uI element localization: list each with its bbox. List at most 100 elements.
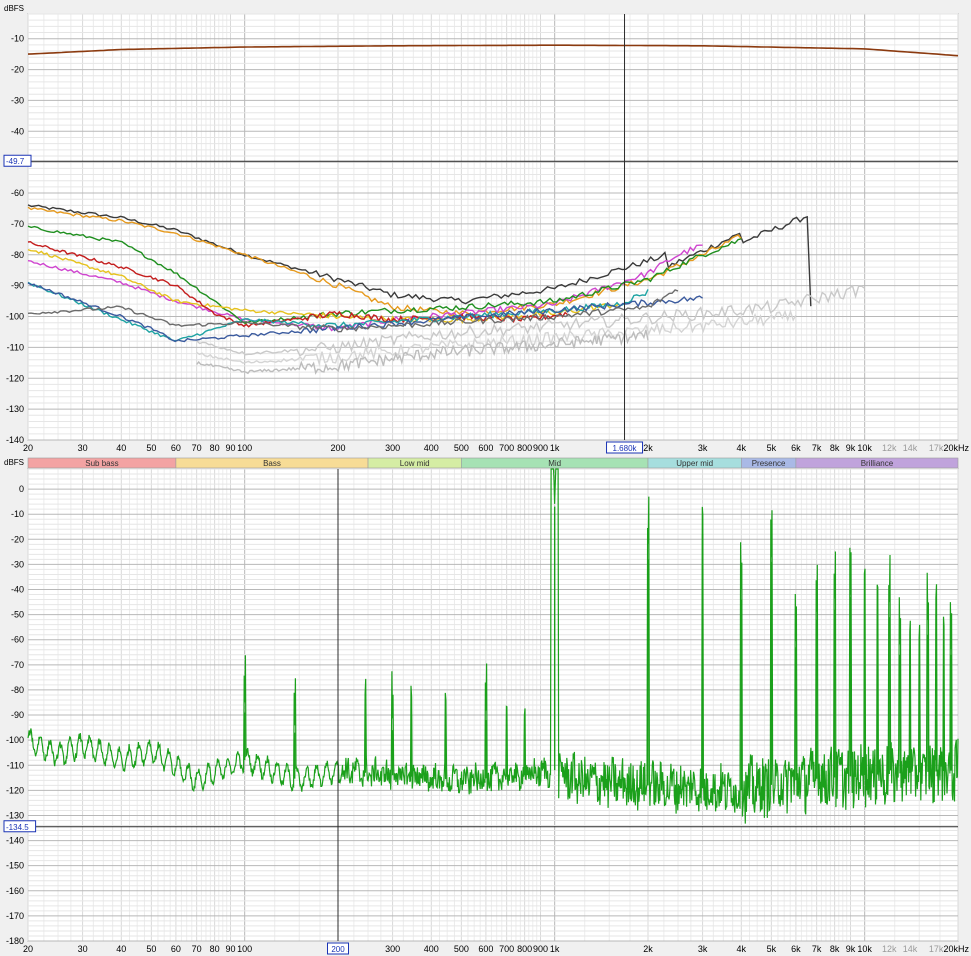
x-tick-label: 1k (550, 944, 560, 954)
x-tick-label: 600 (478, 443, 493, 453)
x-tick-label: 20 (23, 944, 33, 954)
x-tick-label: 2k (643, 944, 653, 954)
x-tick-label: 300 (385, 443, 400, 453)
x-tick-label: 7k (812, 944, 822, 954)
x-tick-label: 30 (78, 443, 88, 453)
x-tick-label: 9k (846, 443, 856, 453)
bottom-analyzer-panel[interactable]: 200 -134.5 0 -10 -20 -30 -40 -50 -60 -70 -80 -90 -1… (4, 458, 969, 954)
top-analyzer-panel[interactable]: 1.680k -49.7 -10 -20 -30 -40 -60 -70 -80 -90 -100… (4, 4, 969, 453)
x-tick-label: 500 (454, 443, 469, 453)
x-tick-label: 800 (517, 443, 532, 453)
x-tick-label: 12k (882, 443, 897, 453)
y-tick-label: -130 (6, 404, 24, 414)
x-tick-label: 90 (225, 443, 235, 453)
x-tick-label: 10k (857, 944, 872, 954)
band-label: Low mid (400, 459, 430, 468)
x-tick-label: 300 (385, 944, 400, 954)
x-tick-label: 14k (903, 443, 918, 453)
band-label: Sub bass (85, 459, 118, 468)
x-tick-label: 80 (210, 944, 220, 954)
y-tick-label: -20 (11, 65, 24, 75)
cursor-y-readout: -134.5 (6, 823, 29, 832)
x-tick-label: 10k (857, 443, 872, 453)
x-tick-label: 200 (330, 443, 345, 453)
top-plot-background (28, 14, 958, 440)
y-tick-label: -30 (11, 559, 24, 569)
x-tick-label: 17k (929, 443, 944, 453)
x-tick-label: 17k (929, 944, 944, 954)
x-tick-label: 90 (225, 944, 235, 954)
y-tick-label: 0 (19, 484, 24, 494)
x-tick-label: 50 (146, 944, 156, 954)
x-tick-label: 4k (737, 944, 747, 954)
x-tick-label: 900 (533, 443, 548, 453)
y-tick-label: -80 (11, 685, 24, 695)
x-tick-label: 70 (192, 443, 202, 453)
y-tick-label: -30 (11, 95, 24, 105)
x-tick-label: 8k (830, 944, 840, 954)
x-tick-label: 40 (116, 944, 126, 954)
x-tick-label: 4k (737, 443, 747, 453)
bottom-x-tick-labels: 20 30 40 50 60 70 80 90 100 300 400 500 600 700 800 900… (23, 944, 970, 954)
y-tick-label: -60 (11, 188, 24, 198)
y-tick-label: -150 (6, 861, 24, 871)
top-y-axis-unit: dBFS (4, 4, 24, 13)
x-tick-label: 6k (791, 443, 801, 453)
y-tick-label: -130 (6, 810, 24, 820)
x-tick-label: 6k (791, 944, 801, 954)
bottom-y-axis-unit: dBFS (4, 458, 24, 467)
bottom-y-tick-labels: 0 -10 -20 -30 -40 -50 -60 -70 -80 -90 -100 -110 -120… (6, 484, 24, 946)
frequency-band-strip: Sub bass Bass Low mid Mid Upper mid Presence B… (28, 458, 958, 468)
x-tick-label: 3k (698, 443, 708, 453)
cursor-x-readout: 1.680k (613, 444, 638, 453)
x-tick-label: 20 (23, 443, 33, 453)
x-tick-label: 400 (424, 944, 439, 954)
x-tick-label: 80 (210, 443, 220, 453)
band-label: Mid (548, 459, 561, 468)
x-tick-label: 20kHz (943, 944, 969, 954)
x-tick-label: 9k (846, 944, 856, 954)
x-tick-label: 20kHz (943, 443, 969, 453)
y-tick-label: -90 (11, 710, 24, 720)
y-tick-label: -100 (6, 735, 24, 745)
y-tick-label: -180 (6, 936, 24, 946)
x-tick-label: 600 (478, 944, 493, 954)
y-tick-label: -170 (6, 911, 24, 921)
y-tick-label: -10 (11, 34, 24, 44)
x-tick-label: 500 (454, 944, 469, 954)
y-tick-label: -70 (11, 660, 24, 670)
top-y-tick-labels: -10 -20 -30 -40 -60 -70 -80 -90 -100 -110 -120 -130… (6, 34, 24, 445)
y-tick-label: -40 (11, 126, 24, 136)
x-tick-label: 100 (237, 443, 252, 453)
y-tick-label: -50 (11, 610, 24, 620)
y-tick-label: -110 (7, 342, 24, 352)
x-tick-label: 12k (882, 944, 897, 954)
cursor-x-readout: 200 (331, 945, 345, 954)
x-tick-label: 700 (499, 944, 514, 954)
band-label: Brilliance (861, 459, 894, 468)
y-tick-label: -90 (11, 281, 24, 291)
x-tick-label: 8k (830, 443, 840, 453)
cursor-y-readout: -49.7 (6, 157, 25, 166)
x-tick-label: 1k (550, 443, 560, 453)
y-tick-label: -40 (11, 585, 24, 595)
y-tick-label: -70 (11, 219, 24, 229)
x-tick-label: 2k (643, 443, 653, 453)
y-tick-label: -140 (6, 836, 24, 846)
y-tick-label: -20 (11, 534, 24, 544)
x-tick-label: 3k (698, 944, 708, 954)
x-tick-label: 100 (237, 944, 252, 954)
band-label: Presence (752, 459, 786, 468)
x-tick-label: 30 (78, 944, 88, 954)
x-tick-label: 60 (171, 944, 181, 954)
x-tick-label: 400 (424, 443, 439, 453)
x-tick-label: 40 (116, 443, 126, 453)
x-tick-label: 7k (812, 443, 822, 453)
x-tick-label: 5k (767, 443, 777, 453)
y-tick-label: -120 (6, 785, 24, 795)
y-tick-label: -160 (6, 886, 24, 896)
y-tick-label: -140 (6, 435, 24, 445)
top-x-tick-labels: 20 30 40 50 60 70 80 90 100 200 300 400 500 600 700 800… (23, 443, 970, 453)
